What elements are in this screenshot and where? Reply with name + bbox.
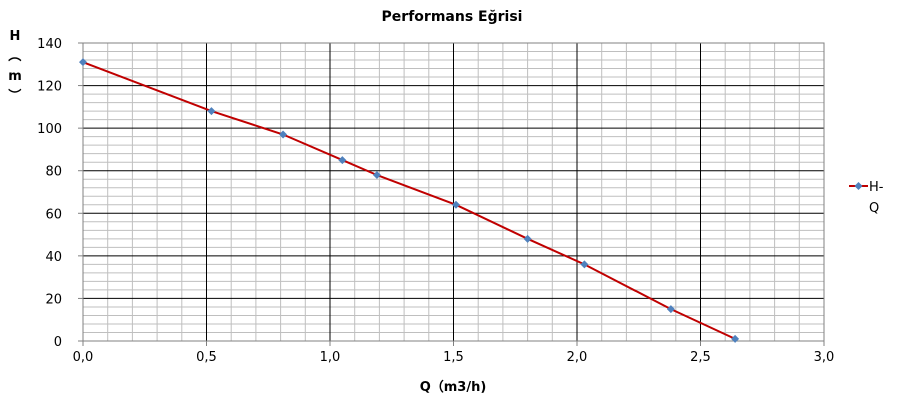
series-line bbox=[82, 61, 736, 340]
y-axis-label-line: m bbox=[8, 69, 22, 84]
y-axis-label: H （ m ） bbox=[6, 29, 22, 102]
y-axis-label-line: （ bbox=[6, 48, 22, 61]
legend-marker bbox=[854, 182, 863, 190]
data-point-marker bbox=[372, 170, 381, 179]
y-tick-label: 80 bbox=[45, 165, 62, 180]
series-layer bbox=[79, 58, 740, 343]
y-tick-label: 100 bbox=[37, 122, 62, 137]
data-point-marker bbox=[207, 107, 216, 116]
x-tick-label: 1,5 bbox=[443, 350, 464, 365]
y-axis-ticks: 0 20 40 60 80 100 120 140 bbox=[37, 37, 83, 350]
x-tick-label: 3,0 bbox=[814, 350, 835, 365]
x-tick-label: 0,5 bbox=[196, 350, 217, 365]
x-tick-label: 2,0 bbox=[567, 350, 588, 365]
data-point-marker bbox=[523, 234, 532, 243]
x-axis-label: Q（m3/h) bbox=[420, 379, 487, 395]
y-tick-label: 20 bbox=[45, 292, 62, 307]
x-tick-label: 1,0 bbox=[320, 350, 341, 365]
data-point-marker bbox=[731, 334, 740, 343]
y-axis-label-line: ） bbox=[6, 88, 22, 101]
major-grid bbox=[83, 43, 824, 341]
chart-title: Performans Eğrisi bbox=[382, 9, 523, 25]
data-point-marker bbox=[580, 260, 589, 269]
legend: H- Q bbox=[849, 180, 884, 216]
data-point-marker bbox=[338, 156, 347, 165]
data-point-marker bbox=[666, 305, 675, 314]
data-point-marker bbox=[451, 200, 460, 209]
y-axis-label-line: H bbox=[10, 29, 21, 44]
x-tick-label: 2,5 bbox=[690, 350, 711, 365]
data-point-marker bbox=[79, 58, 87, 67]
y-tick-label: 120 bbox=[37, 80, 62, 95]
x-tick-label: 0,0 bbox=[73, 350, 94, 365]
y-tick-label: 40 bbox=[45, 250, 62, 265]
y-tick-label: 60 bbox=[45, 207, 62, 222]
legend-label: H- bbox=[869, 180, 884, 195]
x-axis-ticks: 0,0 0,5 1,0 1,5 2,0 2,5 3,0 bbox=[73, 341, 835, 365]
legend-label: Q bbox=[869, 201, 879, 216]
y-tick-label: 0 bbox=[54, 335, 62, 350]
y-tick-label: 140 bbox=[37, 37, 62, 52]
data-point-marker bbox=[279, 130, 288, 139]
